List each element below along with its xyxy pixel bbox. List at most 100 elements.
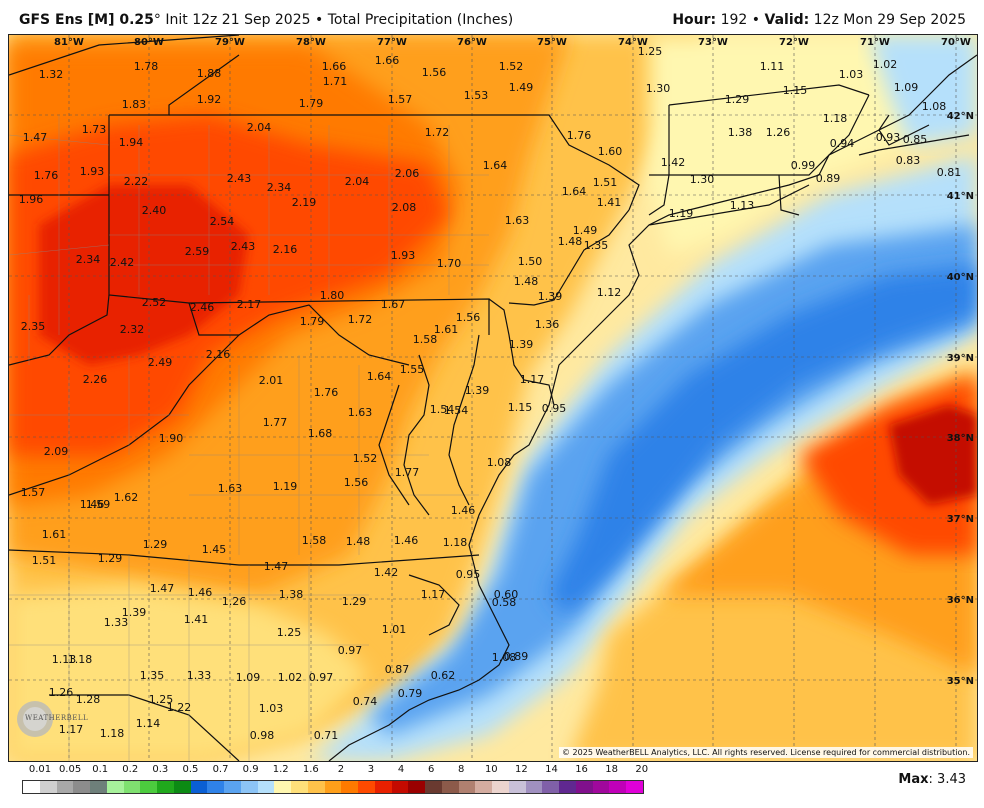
colorbar-swatch — [609, 781, 626, 793]
colorbar-swatch — [324, 781, 342, 793]
station-value: 1.35 — [584, 239, 609, 252]
colorbar-tick-label: 12 — [515, 764, 528, 775]
station-value: 1.56 — [422, 66, 447, 79]
colorbar-tick-label: 0.7 — [212, 764, 229, 775]
colorbar-swatch — [106, 781, 124, 793]
station-value: 2.06 — [395, 167, 420, 180]
station-value: 2.34 — [76, 253, 101, 266]
station-value: 1.64 — [562, 185, 587, 198]
station-value: 1.18 — [100, 727, 125, 740]
station-value: 0.87 — [385, 663, 410, 676]
station-value: 2.43 — [231, 240, 256, 253]
station-value: 2.16 — [273, 243, 298, 256]
station-value: 1.33 — [187, 669, 212, 682]
max-value: Max: 3.43 — [898, 772, 966, 787]
station-value: 1.53 — [464, 89, 489, 102]
colorbar-swatch — [307, 781, 325, 793]
station-value: 1.46 — [394, 534, 419, 547]
station-value: 1.50 — [518, 255, 543, 268]
colorbar-swatch — [592, 781, 610, 793]
station-value: 1.77 — [263, 416, 288, 429]
station-value: 1.29 — [725, 93, 750, 106]
station-value: 2.42 — [110, 256, 135, 269]
colorbar-swatch — [358, 781, 375, 793]
station-value: 1.08 — [487, 456, 512, 469]
colorbar-swatch — [123, 781, 141, 793]
station-value: 1.71 — [323, 75, 348, 88]
station-value: 2.19 — [292, 196, 317, 209]
lat-label: 38°N — [947, 433, 974, 444]
station-value: 1.41 — [184, 613, 209, 626]
station-value: 1.17 — [421, 588, 446, 601]
colorbar-swatch — [626, 781, 643, 793]
station-value: 1.77 — [395, 466, 420, 479]
station-value: 1.60 — [598, 145, 623, 158]
station-value: 2.43 — [227, 172, 252, 185]
station-value: 0.83 — [896, 154, 921, 167]
colorbar-swatch — [374, 781, 392, 793]
hour-label: Hour: — [672, 12, 717, 28]
station-value: 2.40 — [142, 204, 167, 217]
colorbar-swatch — [274, 781, 291, 793]
station-value: 2.08 — [392, 201, 417, 214]
lon-label: 73°W — [698, 37, 728, 48]
station-value: 1.55 — [400, 363, 425, 376]
colorbar-swatch — [441, 781, 459, 793]
station-value: 1.90 — [159, 432, 184, 445]
station-value: 1.57 — [21, 486, 46, 499]
station-value: 1.02 — [873, 58, 898, 71]
hour-value: 192 • — [716, 12, 765, 28]
station-value: 1.26 — [49, 686, 74, 699]
station-value: 1.03 — [259, 702, 284, 715]
station-value: 1.46 — [80, 498, 105, 511]
colorbar-swatch — [157, 781, 174, 793]
station-value: 1.19 — [273, 480, 298, 493]
station-value: 1.39 — [465, 384, 490, 397]
station-value: 0.97 — [338, 644, 363, 657]
station-value: 0.85 — [903, 133, 928, 146]
station-value: 1.68 — [308, 427, 333, 440]
colorbar-swatch — [341, 781, 358, 793]
station-value: 0.60 — [494, 588, 519, 601]
colorbar-tick-label: 18 — [605, 764, 619, 775]
lon-label: 77°W — [377, 37, 407, 48]
station-value: 1.48 — [514, 275, 539, 288]
station-value: 1.64 — [367, 370, 392, 383]
station-value: 1.56 — [456, 311, 481, 324]
colorbar-swatch — [73, 781, 90, 793]
station-value: 0.89 — [504, 650, 529, 663]
station-value: 1.73 — [82, 123, 107, 136]
lat-label: 36°N — [947, 595, 974, 606]
station-value: 1.25 — [149, 693, 174, 706]
colorbar-swatch — [559, 781, 576, 793]
station-value: 1.93 — [391, 249, 416, 262]
station-value: 0.94 — [830, 137, 855, 150]
copyright-notice: © 2025 WeatherBELL Analytics, LLC. All r… — [559, 747, 973, 758]
station-value: 1.48 — [558, 235, 583, 248]
station-value: 1.39 — [509, 338, 534, 351]
colorbar-tick-label: 3 — [367, 764, 375, 775]
station-value: 1.09 — [894, 81, 919, 94]
station-value: 1.78 — [134, 60, 159, 73]
station-value: 2.54 — [210, 215, 235, 228]
colorbar-tick-label: 8 — [458, 764, 465, 775]
colorbar-tick-label: 0.01 — [28, 764, 52, 775]
station-value: 0.93 — [876, 131, 901, 144]
station-value: 1.49 — [509, 81, 534, 94]
station-value: 1.38 — [728, 126, 753, 139]
lon-label: 79°W — [215, 37, 245, 48]
station-value: 1.54 — [444, 404, 469, 417]
map-panel[interactable]: 81°W 80°W 79°W 78°W 77°W 76°W 75°W 74°W … — [8, 34, 978, 762]
colorbar-swatch — [23, 781, 40, 793]
degree-mark: ° — [153, 12, 161, 28]
station-value: 1.30 — [690, 173, 715, 186]
colorbar-tick-label: 1.6 — [302, 764, 319, 775]
valid-time: Hour: 192 • Valid: 12z Mon 29 Sep 2025 — [672, 12, 966, 28]
station-value: 1.28 — [76, 693, 101, 706]
bullet-separator: • — [310, 12, 328, 28]
station-value: 1.45 — [202, 543, 227, 556]
station-value: 1.63 — [218, 482, 243, 495]
station-value: 1.93 — [80, 165, 105, 178]
station-value: 1.17 — [59, 723, 84, 736]
station-value: 1.42 — [374, 566, 399, 579]
